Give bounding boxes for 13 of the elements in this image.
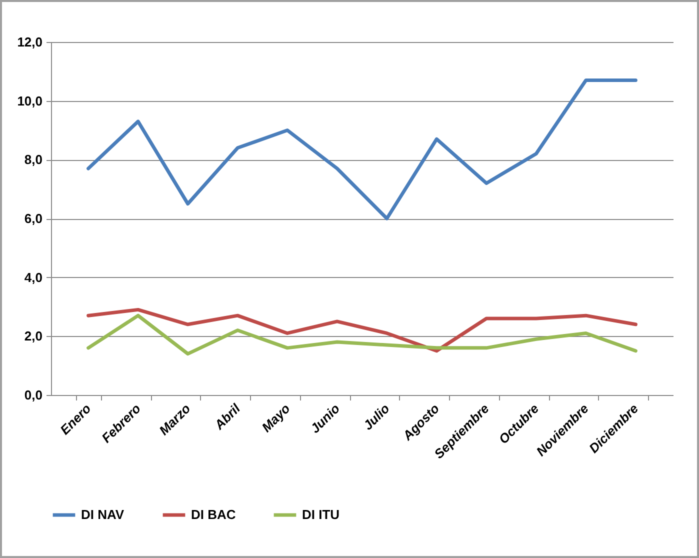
y-tick-label: 4,0 [24, 270, 42, 285]
line-series [86, 78, 638, 220]
y-tick-label: 6,0 [24, 211, 42, 226]
y-tick-label: 12,0 [17, 34, 42, 50]
y-tick-label: 2,0 [24, 328, 42, 344]
y-tick-label: 8,0 [24, 152, 42, 168]
legend-label: DI BAC [191, 507, 236, 522]
line-series [86, 308, 638, 353]
legend-label: DI ITU [302, 507, 340, 522]
line-series [86, 314, 638, 356]
legend-label: DI NAV [81, 507, 124, 522]
y-tick-label: 0,0 [24, 388, 42, 402]
y-tick-label: 10,0 [17, 93, 42, 108]
